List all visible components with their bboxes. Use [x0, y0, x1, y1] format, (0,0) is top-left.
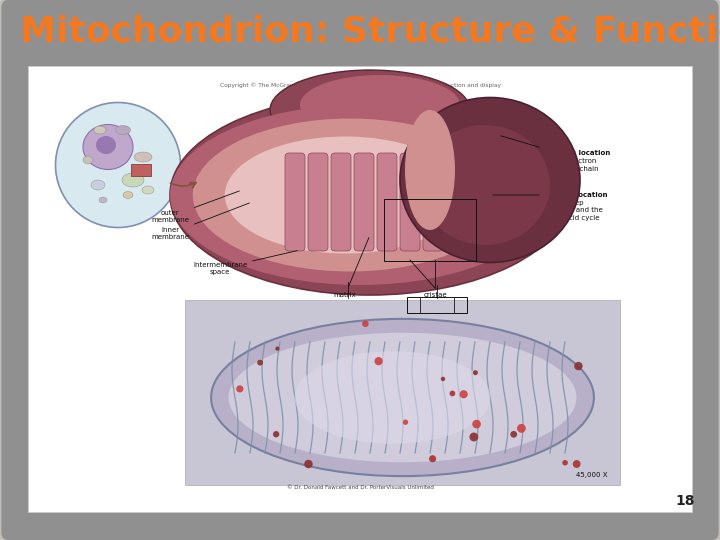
Ellipse shape [273, 431, 279, 437]
Ellipse shape [94, 126, 106, 134]
Ellipse shape [132, 166, 148, 174]
Ellipse shape [142, 186, 154, 194]
Ellipse shape [99, 197, 107, 203]
FancyBboxPatch shape [400, 153, 420, 251]
Ellipse shape [429, 455, 436, 462]
Ellipse shape [562, 460, 568, 465]
Ellipse shape [517, 424, 526, 433]
Text: of the electron
transport chain
(ETC): of the electron transport chain (ETC) [545, 158, 598, 179]
Ellipse shape [170, 105, 550, 285]
Ellipse shape [459, 390, 468, 399]
Ellipse shape [236, 386, 243, 393]
Ellipse shape [472, 420, 481, 428]
Text: outer
membrane: outer membrane [151, 191, 239, 223]
Ellipse shape [257, 360, 263, 366]
Ellipse shape [405, 110, 455, 230]
Text: of the prep
reaction and the
citric acid cycle: of the prep reaction and the citric acid… [545, 200, 603, 221]
FancyBboxPatch shape [285, 153, 305, 251]
Ellipse shape [83, 156, 93, 164]
Text: Copyright © The McGraw-Hill Companies, Inc. Permission required for reproduction: Copyright © The McGraw-Hill Companies, I… [220, 82, 500, 88]
Ellipse shape [55, 103, 181, 227]
Ellipse shape [374, 357, 383, 365]
Text: Cristae: location: Cristae: location [545, 150, 611, 156]
Ellipse shape [83, 125, 133, 170]
Ellipse shape [572, 460, 580, 468]
FancyBboxPatch shape [185, 300, 620, 485]
Ellipse shape [400, 98, 580, 262]
Ellipse shape [193, 118, 508, 272]
Ellipse shape [275, 347, 279, 350]
Text: 45,000 X: 45,000 X [577, 472, 608, 478]
Text: Mitochondrion: Structure & Function: Mitochondrion: Structure & Function [20, 15, 720, 49]
Ellipse shape [304, 460, 312, 468]
FancyBboxPatch shape [423, 153, 443, 251]
Ellipse shape [420, 125, 550, 245]
Ellipse shape [473, 370, 478, 375]
Ellipse shape [270, 70, 470, 150]
Ellipse shape [122, 173, 144, 187]
Ellipse shape [91, 180, 105, 190]
Ellipse shape [170, 95, 570, 295]
FancyBboxPatch shape [131, 164, 151, 176]
Ellipse shape [574, 362, 582, 370]
Ellipse shape [294, 351, 490, 444]
Text: matrix: matrix [333, 238, 369, 298]
Text: matrix: matrix [337, 277, 359, 283]
FancyBboxPatch shape [28, 66, 692, 512]
Ellipse shape [510, 431, 517, 438]
Text: Inner
membrane: Inner membrane [151, 203, 249, 240]
Text: Matrix: location: Matrix: location [545, 192, 608, 198]
Ellipse shape [228, 333, 577, 462]
Text: © Dr. Donald Fawcett and Dr. PorterVisuals Unlimited: © Dr. Donald Fawcett and Dr. PorterVisua… [287, 485, 433, 490]
Ellipse shape [115, 125, 130, 134]
Ellipse shape [225, 137, 465, 253]
Ellipse shape [134, 152, 152, 162]
FancyBboxPatch shape [308, 153, 328, 251]
FancyBboxPatch shape [377, 153, 397, 251]
Text: Intermembrane
space: Intermembrane space [193, 251, 297, 275]
Ellipse shape [362, 320, 369, 327]
Text: cristae: cristae [423, 292, 447, 298]
Ellipse shape [96, 136, 116, 154]
Ellipse shape [123, 192, 133, 199]
Ellipse shape [300, 75, 460, 135]
Ellipse shape [402, 420, 408, 425]
FancyBboxPatch shape [331, 153, 351, 251]
Ellipse shape [469, 433, 478, 441]
Ellipse shape [211, 319, 594, 476]
FancyBboxPatch shape [354, 153, 374, 251]
Text: cristae: cristae [426, 277, 449, 283]
Ellipse shape [449, 390, 455, 396]
Text: 18: 18 [675, 494, 695, 508]
Ellipse shape [441, 377, 445, 381]
